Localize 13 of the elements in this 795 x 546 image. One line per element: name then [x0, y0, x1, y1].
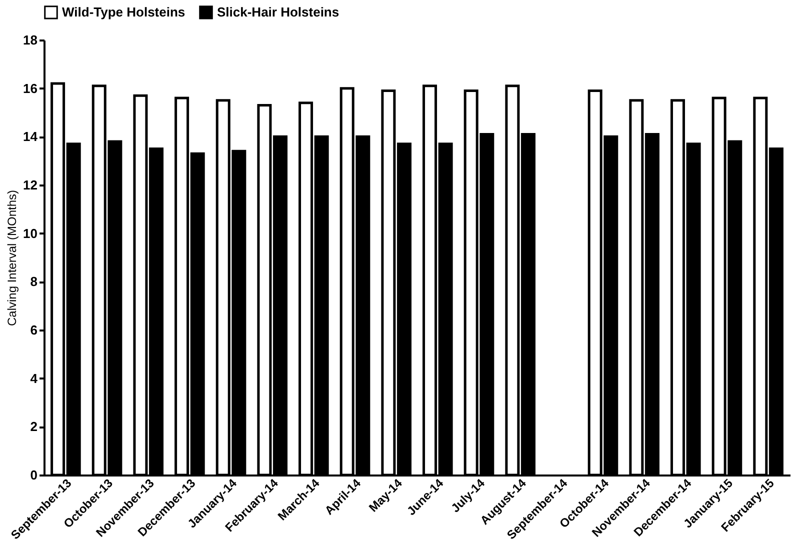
- y-tick-label: 8: [30, 274, 38, 290]
- y-tick-label: 16: [23, 80, 38, 96]
- legend-label: Wild-Type Holsteins: [62, 4, 186, 20]
- y-tick-label: 12: [23, 178, 38, 192]
- y-tick-label: 14: [23, 129, 38, 144]
- y-tick-label: 6: [30, 322, 38, 338]
- y-tick-label: 2: [30, 419, 38, 434]
- y-axis-title: Calving Interval (MOnths): [5, 190, 20, 326]
- y-tick-label: 18: [23, 32, 38, 48]
- y-tick-label: 0: [30, 468, 38, 482]
- legend-label: Slick-Hair Holsteins: [217, 4, 340, 20]
- y-tick-label: 10: [23, 226, 38, 241]
- y-tick-label: 4: [30, 370, 38, 386]
